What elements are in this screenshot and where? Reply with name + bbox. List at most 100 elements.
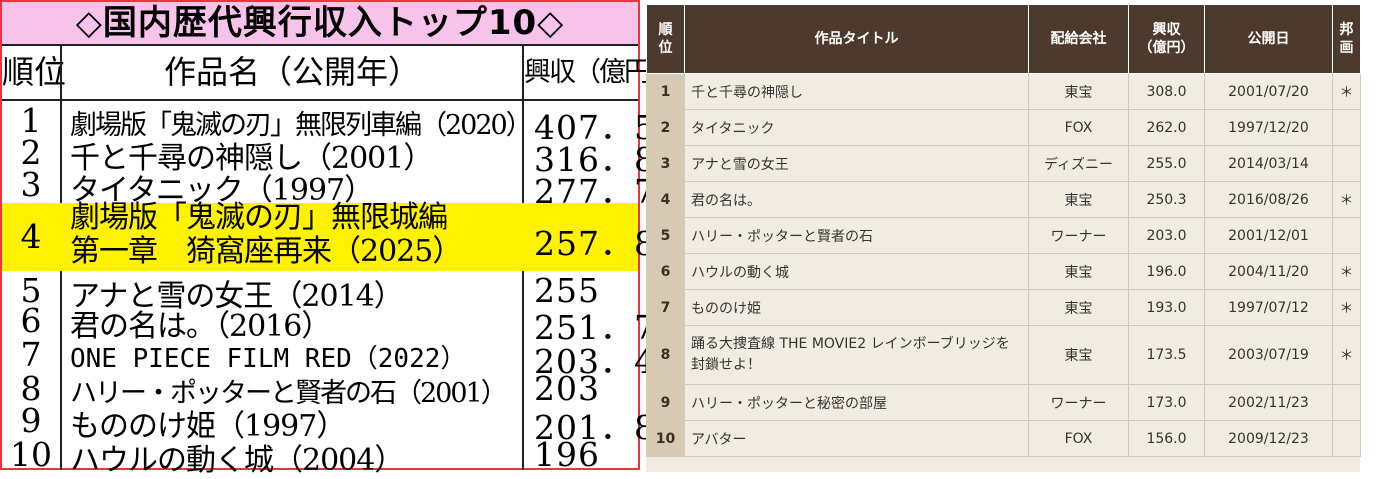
release-date-cell: 1997/07/12 bbox=[1204, 289, 1333, 326]
table-row: 5 ハリー・ポッターと賢者の石 ワーナー 203.0 2001/12/01 bbox=[646, 217, 1361, 254]
revenue-cell: 316．8 bbox=[534, 140, 656, 179]
rank-cell: 10 bbox=[646, 420, 685, 457]
revenue-cell: 156.0 bbox=[1128, 420, 1205, 457]
table-row: 1 千と千尋の神隠し 東宝 308.0 2001/07/20 ＊ bbox=[646, 73, 1361, 110]
distributor-cell: 東宝 bbox=[1028, 253, 1129, 290]
table-row: 5 アナと雪の女王（2014） 255 bbox=[2, 271, 638, 314]
rank-cell: 10 bbox=[10, 435, 52, 474]
work-cell: タイタニック（1997） bbox=[70, 173, 374, 208]
release-date-cell: 2002/11/23 bbox=[1204, 384, 1333, 421]
rank-cell: 8 bbox=[20, 369, 42, 408]
table-row: 7 ONE PIECE FILM RED（2022） 203．4 bbox=[2, 335, 655, 381]
domestic-mark-cell bbox=[1332, 145, 1361, 182]
revenue-cell: 255.0 bbox=[1128, 145, 1205, 182]
table-row: 2 タイタニック FOX 262.0 1997/12/20 bbox=[646, 109, 1361, 146]
top10-box-office-panel: ◇国内歴代興行収入トップ10◇ 順位 作品名（公開年） 興収（億円） 1 劇場版… bbox=[0, 0, 676, 478]
revenue-cell: 203.0 bbox=[1128, 217, 1205, 254]
work-cell: ONE PIECE FILM RED（2022） bbox=[70, 344, 467, 374]
table-row: 9 ハリー・ポッターと秘密の部屋 ワーナー 173.0 2002/11/23 bbox=[646, 384, 1361, 421]
rank-cell: 3 bbox=[646, 145, 685, 182]
rank-cell: 5 bbox=[646, 217, 685, 254]
title-cell: アバター bbox=[684, 420, 1029, 457]
title-cell: アナと雪の女王 bbox=[684, 145, 1029, 182]
domestic-mark-cell bbox=[1332, 384, 1361, 421]
domestic-mark-cell: ＊ bbox=[1332, 325, 1361, 385]
work-cell: 劇場版「鬼滅の刃」無限列車編（2020） bbox=[70, 110, 533, 141]
revenue-cell: 251．7 bbox=[534, 308, 656, 347]
table-row-highlighted: 4 劇場版「鬼滅の刃」無限城編 第一章 猗窩座再来（2025） 257．8 bbox=[2, 200, 655, 271]
table-header-row: 順位 作品タイトル 配給会社 興収 （億円） 公開日 邦画 bbox=[646, 4, 1361, 74]
rank-cell: 5 bbox=[20, 271, 42, 310]
revenue-cell: 203．4 bbox=[534, 342, 656, 381]
revenue-cell: 407．5 bbox=[534, 108, 656, 147]
table-row: 10 アバター FOX 156.0 2009/12/23 bbox=[646, 420, 1361, 457]
table-row: 9 もののけ姫（1997） 201．8 bbox=[2, 401, 655, 447]
header-distributor: 配給会社 bbox=[1028, 4, 1129, 74]
header-title: 作品タイトル bbox=[684, 4, 1029, 74]
rank-cell: 1 bbox=[646, 73, 685, 110]
table-row: 6 君の名は。（2016） 251．7 bbox=[2, 301, 655, 347]
header-work: 作品名（公開年） bbox=[163, 53, 420, 91]
rank-cell: 8 bbox=[646, 325, 685, 385]
header-release-date: 公開日 bbox=[1204, 4, 1333, 74]
revenue-cell: 193.0 bbox=[1128, 289, 1205, 326]
header-revenue: 興収（億円） bbox=[1128, 4, 1205, 74]
release-date-cell: 2014/03/14 bbox=[1204, 145, 1333, 182]
work-cell: ハリー・ポッターと賢者の石（2001） bbox=[70, 378, 508, 409]
revenue-cell: 173.5 bbox=[1128, 325, 1205, 385]
header-revenue: 興収（億円） bbox=[524, 57, 676, 88]
rank-cell: 4 bbox=[646, 181, 685, 218]
revenue-cell: 308.0 bbox=[1128, 73, 1205, 110]
release-date-cell: 2004/11/20 bbox=[1204, 253, 1333, 290]
domestic-mark-cell bbox=[1332, 420, 1361, 457]
domestic-mark-cell: ＊ bbox=[1332, 73, 1361, 110]
title-cell: 踊る大捜査線 THE MOVIE2 レインボーブリッジを封鎖せよ！ bbox=[684, 325, 1029, 385]
distributor-cell: 東宝 bbox=[1028, 325, 1129, 385]
revenue-cell: 201．8 bbox=[534, 408, 656, 447]
revenue-cell: 196.0 bbox=[1128, 253, 1205, 290]
rank-cell: 6 bbox=[20, 301, 42, 340]
release-date-cell: 2016/08/26 bbox=[1204, 181, 1333, 218]
rank-cell: 7 bbox=[20, 335, 42, 374]
revenue-cell: 257．8 bbox=[534, 224, 656, 263]
header-domestic: 邦画 bbox=[1332, 4, 1361, 74]
table-header: 順位 作品名（公開年） 興収（億円） bbox=[2, 46, 676, 101]
rank-cell: 7 bbox=[646, 289, 685, 326]
work-cell: 君の名は。（2016） bbox=[70, 309, 331, 344]
rank-cell: 1 bbox=[20, 101, 42, 140]
rank-cell: 4 bbox=[20, 217, 42, 256]
distributor-cell: ワーナー bbox=[1028, 217, 1129, 254]
release-date-cell: 2001/07/20 bbox=[1204, 73, 1333, 110]
work-cell: もののけ姫（1997） bbox=[70, 409, 346, 444]
domestic-mark-cell bbox=[1332, 217, 1361, 254]
header-rank: 順位 bbox=[2, 53, 67, 91]
distributor-cell: 東宝 bbox=[1028, 289, 1129, 326]
table-row: 6 ハウルの動く城 東宝 196.0 2004/11/20 ＊ bbox=[646, 253, 1361, 290]
title-cell: もののけ姫 bbox=[684, 289, 1029, 326]
title-cell: タイタニック bbox=[684, 109, 1029, 146]
table-row: 1 劇場版「鬼滅の刃」無限列車編（2020） 407．5 bbox=[2, 101, 655, 147]
work-cell: アナと雪の女王（2014） bbox=[70, 279, 404, 314]
distributor-cell: ワーナー bbox=[1028, 384, 1129, 421]
domestic-mark-cell: ＊ bbox=[1332, 289, 1361, 326]
revenue-cell: 262.0 bbox=[1128, 109, 1205, 146]
title-cell: 千と千尋の神隠し bbox=[684, 73, 1029, 110]
table-row: 8 踊る大捜査線 THE MOVIE2 レインボーブリッジを封鎖せよ！ 東宝 1… bbox=[646, 325, 1361, 385]
table-row: 2 千と千尋の神隠し（2001） 316．8 bbox=[2, 133, 655, 179]
title-cell: ハリー・ポッターと秘密の部屋 bbox=[684, 384, 1029, 421]
header-rank: 順位 bbox=[646, 4, 685, 74]
panel-title: ◇国内歴代興行収入トップ10◇ bbox=[2, 2, 638, 46]
release-date-cell: 2001/12/01 bbox=[1204, 217, 1333, 254]
domestic-mark-cell bbox=[1332, 109, 1361, 146]
domestic-mark-cell: ＊ bbox=[1332, 253, 1361, 290]
revenue-cell: 203 bbox=[534, 369, 600, 408]
rank-cell: 9 bbox=[646, 384, 685, 421]
title-cell: ハウルの動く城 bbox=[684, 253, 1029, 290]
release-date-cell: 1997/12/20 bbox=[1204, 109, 1333, 146]
work-cell: ハウルの動く城（2004） bbox=[70, 443, 404, 478]
work-line-2: 第一章 猗窩座再来（2025） bbox=[70, 234, 462, 269]
rank-cell: 2 bbox=[20, 133, 42, 172]
rank-cell: 9 bbox=[20, 401, 42, 440]
table-row: 7 もののけ姫 東宝 193.0 1997/07/12 ＊ bbox=[646, 289, 1361, 326]
work-line-1: 劇場版「鬼滅の刃」無限城編 bbox=[70, 200, 448, 235]
